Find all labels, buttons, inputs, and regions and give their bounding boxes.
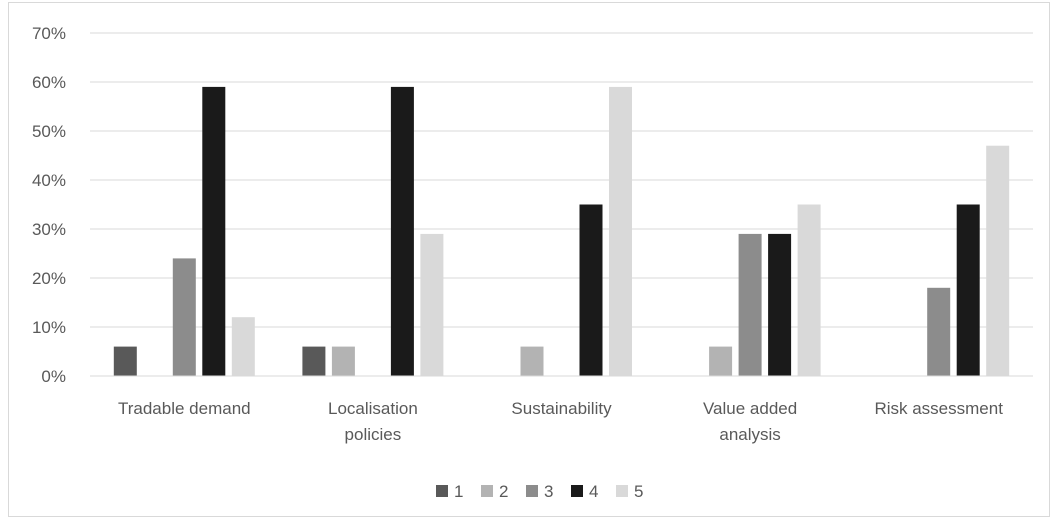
bar-series-2-2 [520, 346, 544, 376]
legend-swatch-4 [571, 485, 583, 497]
bar-series-4-1 [390, 86, 414, 377]
x-tick-label: policies [345, 425, 402, 444]
bar-series-5-0 [231, 317, 255, 376]
bar-series-2-3 [709, 346, 733, 376]
bar-series-2-1 [331, 346, 355, 376]
gridlines [90, 32, 1033, 377]
x-tick-label: Tradable demand [118, 399, 251, 418]
bar-series-5-4 [986, 145, 1010, 376]
bars [113, 86, 1010, 377]
y-tick-label: 30% [32, 220, 66, 239]
legend-label-3: 3 [544, 482, 553, 501]
bar-series-1-0 [113, 346, 137, 376]
bar-series-5-3 [797, 204, 821, 376]
y-axis: 0% 10% 20% 30% 40% 50% 60% 70% [32, 24, 66, 386]
y-tick-label: 60% [32, 73, 66, 92]
legend-label-4: 4 [589, 482, 598, 501]
x-tick-label: analysis [719, 425, 780, 444]
chart-frame [8, 2, 1050, 517]
y-tick-label: 40% [32, 171, 66, 190]
x-axis: Tradable demand Localisation policies Susta… [90, 375, 1033, 444]
y-tick-label: 70% [32, 24, 66, 43]
legend-label-5: 5 [634, 482, 643, 501]
x-tick-label: Sustainability [511, 399, 612, 418]
legend-swatch-1 [436, 485, 448, 497]
bar-series-4-2 [579, 204, 603, 376]
legend-label-1: 1 [454, 482, 463, 501]
legend-swatch-5 [616, 485, 628, 497]
legend-swatch-3 [526, 485, 538, 497]
x-tick-label: Risk assessment [874, 399, 1003, 418]
legend-label-2: 2 [499, 482, 508, 501]
y-tick-label: 20% [32, 269, 66, 288]
bar-series-4-0 [202, 86, 226, 377]
bar-series-3-0 [172, 258, 196, 376]
bar-series-4-3 [768, 233, 792, 376]
x-tick-label: Localisation [328, 399, 418, 418]
x-tick-label: Value added [703, 399, 797, 418]
legend: 1 2 3 4 5 [436, 482, 643, 501]
bar-series-1-1 [302, 346, 326, 376]
y-tick-label: 10% [32, 318, 66, 337]
y-tick-label: 50% [32, 122, 66, 141]
bar-series-4-4 [956, 204, 980, 376]
legend-swatch-2 [481, 485, 493, 497]
bar-series-5-1 [420, 233, 444, 376]
bar-series-3-3 [738, 233, 762, 376]
bar-series-5-2 [609, 86, 632, 377]
bar-series-3-4 [927, 287, 951, 376]
y-tick-label: 0% [41, 367, 66, 386]
